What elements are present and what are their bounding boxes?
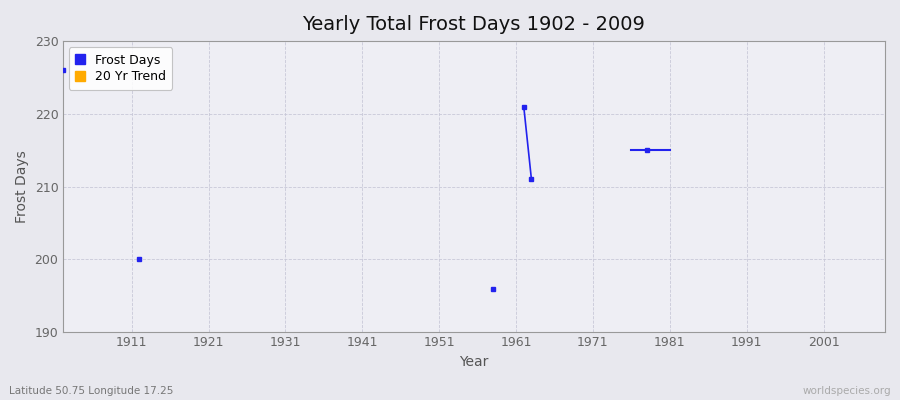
Text: Latitude 50.75 Longitude 17.25: Latitude 50.75 Longitude 17.25: [9, 386, 174, 396]
X-axis label: Year: Year: [459, 355, 489, 369]
Y-axis label: Frost Days: Frost Days: [15, 150, 29, 223]
Legend: Frost Days, 20 Yr Trend: Frost Days, 20 Yr Trend: [68, 47, 172, 90]
Text: worldspecies.org: worldspecies.org: [803, 386, 891, 396]
Title: Yearly Total Frost Days 1902 - 2009: Yearly Total Frost Days 1902 - 2009: [302, 15, 645, 34]
